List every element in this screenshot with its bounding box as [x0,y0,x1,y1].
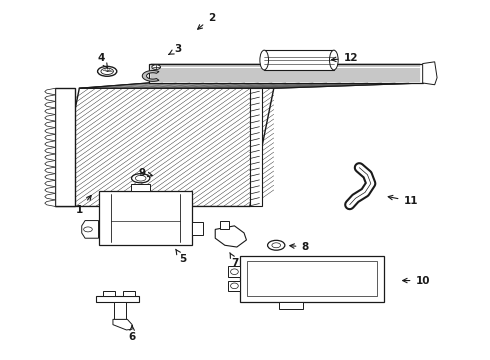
Polygon shape [45,134,55,141]
Polygon shape [45,174,55,180]
Ellipse shape [101,68,113,75]
Polygon shape [45,95,55,102]
Ellipse shape [131,174,150,183]
Text: 4: 4 [97,53,108,68]
Ellipse shape [329,50,338,70]
Polygon shape [250,88,262,207]
Text: 8: 8 [290,242,309,252]
Polygon shape [55,88,74,207]
Polygon shape [45,187,55,193]
Text: 5: 5 [176,249,186,264]
Ellipse shape [135,175,146,181]
Polygon shape [192,222,203,235]
Text: 2: 2 [197,13,215,29]
Text: 7: 7 [230,253,239,268]
Polygon shape [142,71,159,81]
Polygon shape [45,141,55,147]
Ellipse shape [272,243,281,248]
Ellipse shape [231,269,238,275]
Polygon shape [45,200,55,207]
Polygon shape [98,190,192,245]
Polygon shape [247,261,377,296]
Polygon shape [228,266,240,277]
Polygon shape [149,64,423,83]
Polygon shape [240,256,384,302]
Polygon shape [45,161,55,167]
Polygon shape [131,184,150,190]
Polygon shape [96,296,139,302]
Polygon shape [279,302,303,309]
Polygon shape [45,88,55,95]
Polygon shape [79,83,423,88]
Text: 6: 6 [128,326,136,342]
Polygon shape [215,226,246,247]
Polygon shape [45,102,55,108]
Polygon shape [423,62,437,85]
Ellipse shape [268,240,285,250]
Polygon shape [45,154,55,161]
Polygon shape [45,180,55,187]
Polygon shape [228,280,240,291]
Polygon shape [114,302,126,319]
Polygon shape [45,128,55,134]
Polygon shape [103,291,115,296]
Text: 12: 12 [332,53,358,63]
Ellipse shape [84,227,92,232]
Text: 11: 11 [388,195,418,206]
Bar [264,50,334,70]
Ellipse shape [152,65,161,69]
Text: 9: 9 [138,168,152,178]
Ellipse shape [231,283,238,289]
Text: 1: 1 [76,195,91,215]
Polygon shape [122,291,135,296]
Polygon shape [45,167,55,174]
Polygon shape [45,193,55,200]
Text: 10: 10 [403,275,430,285]
Ellipse shape [98,66,117,76]
Polygon shape [113,319,132,330]
Text: 3: 3 [169,45,181,54]
Ellipse shape [260,50,269,70]
Polygon shape [45,147,55,154]
Polygon shape [45,121,55,128]
Polygon shape [55,88,274,207]
Polygon shape [45,108,55,114]
Polygon shape [220,221,229,229]
Polygon shape [45,114,55,121]
Polygon shape [82,221,98,238]
